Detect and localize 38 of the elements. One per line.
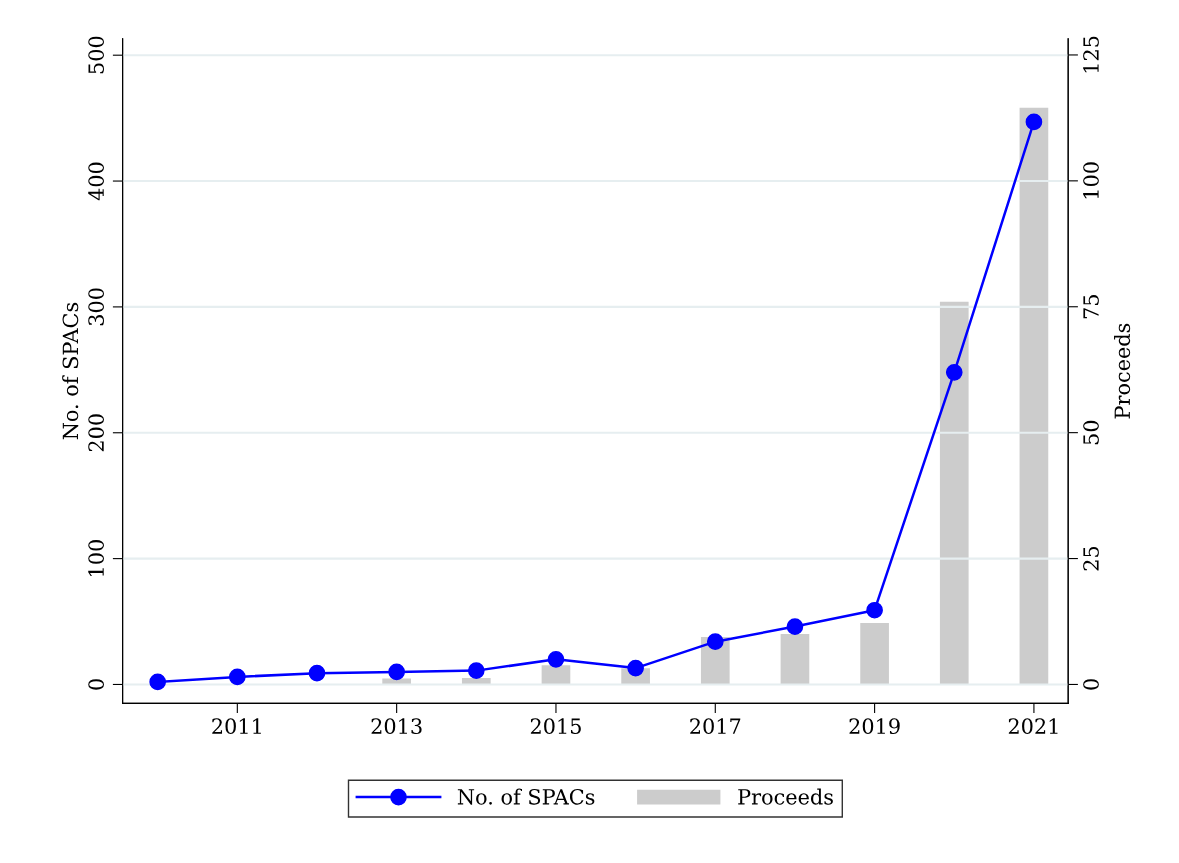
y2-tick-label: 25 — [1083, 546, 1099, 571]
y2-tick-label: 50 — [1083, 420, 1099, 445]
point — [945, 364, 963, 381]
point — [308, 664, 326, 682]
y2-tick-label: 75 — [1083, 295, 1099, 319]
point — [786, 618, 804, 635]
bar — [860, 623, 889, 685]
point — [547, 650, 565, 668]
x-tick-label: 2019 — [849, 718, 900, 735]
x-tick-label: 2021 — [1008, 718, 1058, 735]
y2-tick-label: 100 — [1083, 162, 1099, 199]
bar — [939, 301, 969, 685]
point — [467, 662, 485, 679]
point — [866, 601, 883, 619]
y-tick-label: 500 — [88, 36, 104, 74]
x-tick-label: 2011 — [212, 718, 261, 735]
y2-axis-title: Proceeds — [1114, 323, 1131, 419]
y-tick-label: 300 — [88, 288, 104, 326]
y-tick-label: 200 — [88, 414, 104, 452]
y2-tick-label: 0 — [1083, 679, 1099, 690]
legend-label: No. of SPACs — [457, 788, 595, 805]
y-tick-label: 400 — [88, 162, 104, 201]
point — [228, 668, 246, 686]
legend-label: Proceeds — [738, 788, 833, 805]
point — [388, 663, 405, 681]
y-tick-label: 100 — [88, 540, 104, 576]
x-tick-label: 2015 — [530, 718, 581, 735]
y-axis-title: No. of SPACs — [62, 302, 79, 440]
point — [1025, 113, 1043, 131]
bar — [780, 634, 810, 685]
x-tick-label: 2017 — [690, 718, 741, 735]
point — [706, 633, 724, 651]
point — [149, 673, 167, 691]
y2-tick-label: 125 — [1083, 36, 1099, 73]
point — [627, 659, 644, 677]
y-tick-label: 0 — [88, 679, 104, 690]
bar — [1019, 107, 1049, 685]
x-tick-label: 2013 — [371, 718, 422, 735]
